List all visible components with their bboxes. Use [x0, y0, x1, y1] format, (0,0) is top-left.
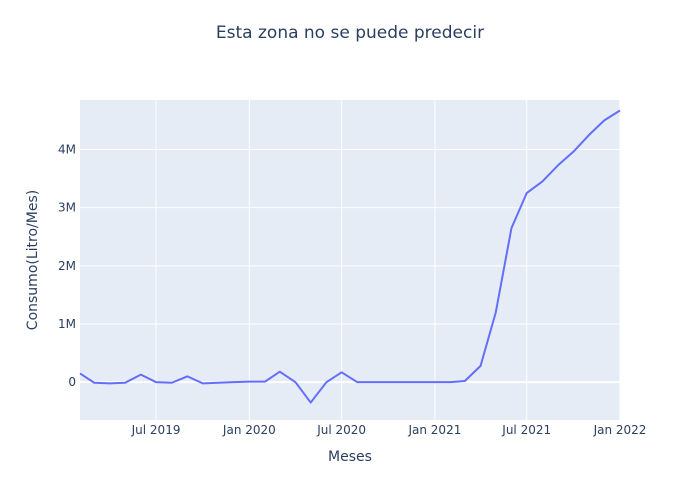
x-tick-label: Jan 2022 [593, 423, 647, 437]
y-axis-title: Consumo(Litro/Mes) [25, 190, 41, 330]
plot-area [80, 100, 620, 420]
x-axis-title: Meses [328, 449, 372, 465]
x-tick-label: Jul 2021 [501, 423, 551, 437]
chart-title: Esta zona no se puede predecir [216, 23, 484, 43]
grid-lines [80, 100, 621, 420]
x-tick-label: Jan 2020 [222, 423, 276, 437]
series-layer [79, 109, 621, 404]
y-tick-label: 3M [58, 201, 76, 215]
y-tick-label: 2M [58, 259, 76, 273]
x-tick-label: Jul 2020 [316, 423, 366, 437]
y-tick-label: 1M [58, 317, 76, 331]
series-line [79, 109, 621, 404]
y-tick-label: 0 [68, 375, 76, 389]
x-tick-label: Jan 2021 [407, 423, 461, 437]
tick-labels: 0 1M 2M 3M 4M Jul 2019 Jan 2020 Jul 2020 Jan 202… [58, 142, 646, 437]
y-tick-label: 4M [58, 142, 76, 156]
x-tick-label: Jul 2019 [131, 423, 181, 437]
